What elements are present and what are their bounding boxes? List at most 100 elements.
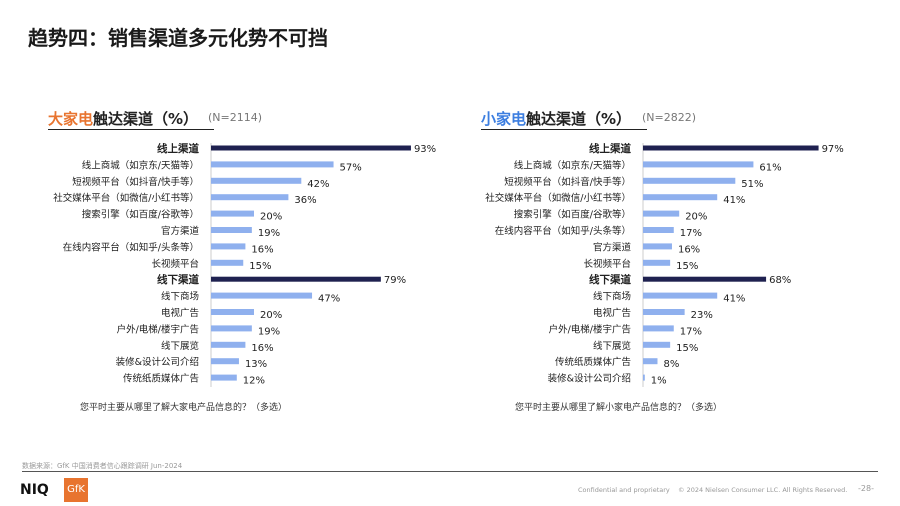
category-label: 装修&设计公司介绍	[116, 356, 199, 368]
sample-size: (N=2822)	[642, 111, 697, 124]
value-label: 15%	[249, 261, 271, 272]
footer-divider	[22, 471, 878, 472]
bar	[643, 309, 685, 315]
bar	[211, 145, 411, 151]
value-label: 47%	[318, 294, 340, 305]
value-label: 97%	[822, 144, 844, 155]
category-label: 传统纸质媒体广告	[123, 373, 199, 385]
bar	[211, 374, 237, 381]
title-highlight: 小家电	[481, 110, 527, 128]
category-label: 线下渠道	[157, 273, 199, 286]
category-label: 户外/电梯/楼宇广告	[117, 323, 199, 335]
value-label: 51%	[741, 179, 763, 190]
bar	[643, 292, 718, 299]
bar	[643, 194, 718, 201]
bar	[211, 292, 313, 299]
title-rest: 触达渠道（%）	[526, 110, 632, 128]
source-note: 数据来源：GfK 中国消费者信心跟踪调研 Jun-2024	[22, 462, 183, 470]
chart-title-large: 大家电触达渠道（%）	[48, 108, 215, 130]
category-label: 长视频平台	[583, 258, 631, 270]
value-label: 1%	[651, 376, 667, 387]
category-label: 社交媒体平台（如微信/小红书等）	[485, 192, 631, 204]
bar	[211, 358, 239, 365]
value-label: 20%	[260, 212, 282, 223]
bar	[643, 243, 672, 250]
value-label: 36%	[294, 195, 316, 206]
value-label: 19%	[258, 228, 280, 239]
value-label: 12%	[243, 376, 265, 387]
page-title: 趋势四：销售渠道多元化势不可挡	[28, 26, 328, 50]
value-label: 17%	[680, 228, 702, 239]
category-label: 线下商场	[593, 291, 631, 303]
page-number: -28-	[858, 484, 874, 493]
category-label: 线下商场	[161, 291, 199, 303]
category-label: 线上渠道	[589, 142, 631, 155]
bar	[643, 374, 645, 381]
bar	[211, 177, 302, 184]
category-label: 线上渠道	[157, 142, 199, 155]
category-label: 户外/电梯/楼宇广告	[549, 323, 631, 335]
value-label: 19%	[258, 326, 280, 337]
category-label: 线下展览	[161, 340, 199, 352]
value-label: 17%	[680, 326, 702, 337]
confidential-note: Confidential and proprietary	[578, 486, 670, 494]
bar	[643, 276, 767, 282]
category-label: 线下渠道	[589, 273, 631, 286]
value-label: 16%	[678, 244, 700, 255]
bar	[643, 145, 819, 151]
category-label: 电视广告	[161, 307, 199, 319]
value-label: 61%	[759, 162, 781, 173]
gfk-logo: GfK	[64, 478, 88, 502]
bar	[643, 161, 754, 168]
value-label: 16%	[251, 244, 273, 255]
bar	[211, 161, 334, 168]
bar	[643, 259, 671, 266]
value-label: 15%	[676, 343, 698, 354]
bar	[211, 309, 254, 315]
category-label: 短视频平台（如抖音/快手等）	[72, 176, 199, 188]
bar	[643, 227, 674, 233]
bar	[211, 259, 244, 266]
value-label: 8%	[663, 359, 679, 370]
value-label: 41%	[723, 195, 745, 206]
category-label: 电视广告	[593, 307, 631, 319]
category-label: 搜索引擎（如百度/谷歌等）	[82, 209, 199, 221]
value-label: 42%	[307, 179, 329, 190]
category-label: 在线内容平台（如知乎/头条等）	[63, 241, 199, 253]
category-label: 长视频平台	[151, 258, 199, 270]
value-label: 16%	[251, 343, 273, 354]
question-note: 您平时主要从哪里了解小家电产品信息的？（多选）	[515, 403, 723, 413]
copyright: © 2024 Nielsen Consumer LLC. All Rights …	[678, 486, 848, 494]
value-label: 23%	[691, 310, 713, 321]
category-label: 传统纸质媒体广告	[555, 356, 631, 368]
value-label: 79%	[384, 275, 406, 286]
value-label: 15%	[676, 261, 698, 272]
value-label: 93%	[414, 144, 436, 155]
category-label: 在线内容平台（如知乎/头条等）	[495, 225, 631, 237]
category-label: 线下展览	[593, 340, 631, 352]
value-label: 20%	[260, 310, 282, 321]
category-label: 线上商城（如京东/天猫等）	[514, 159, 631, 171]
bar	[211, 210, 254, 217]
category-label: 线上商城（如京东/天猫等）	[82, 159, 199, 171]
category-label: 装修&设计公司介绍	[548, 373, 631, 385]
value-label: 41%	[723, 294, 745, 305]
bar	[211, 341, 246, 348]
title-rest: 触达渠道（%）	[93, 110, 199, 128]
bar	[211, 325, 252, 332]
category-label: 搜索引擎（如百度/谷歌等）	[514, 209, 631, 221]
category-label: 短视频平台（如抖音/快手等）	[504, 176, 631, 188]
bar	[211, 194, 289, 201]
bar	[211, 276, 381, 282]
question-note: 您平时主要从哪里了解大家电产品信息的？（多选）	[80, 403, 288, 413]
bar	[643, 325, 674, 332]
bar	[643, 341, 671, 348]
value-label: 68%	[769, 275, 791, 286]
chart-title-small: 小家电触达渠道（%）	[481, 108, 648, 130]
value-label: 20%	[685, 212, 707, 223]
category-label: 官方渠道	[593, 241, 632, 253]
title-highlight: 大家电	[48, 110, 94, 128]
bar	[211, 227, 252, 233]
value-label: 13%	[245, 359, 267, 370]
